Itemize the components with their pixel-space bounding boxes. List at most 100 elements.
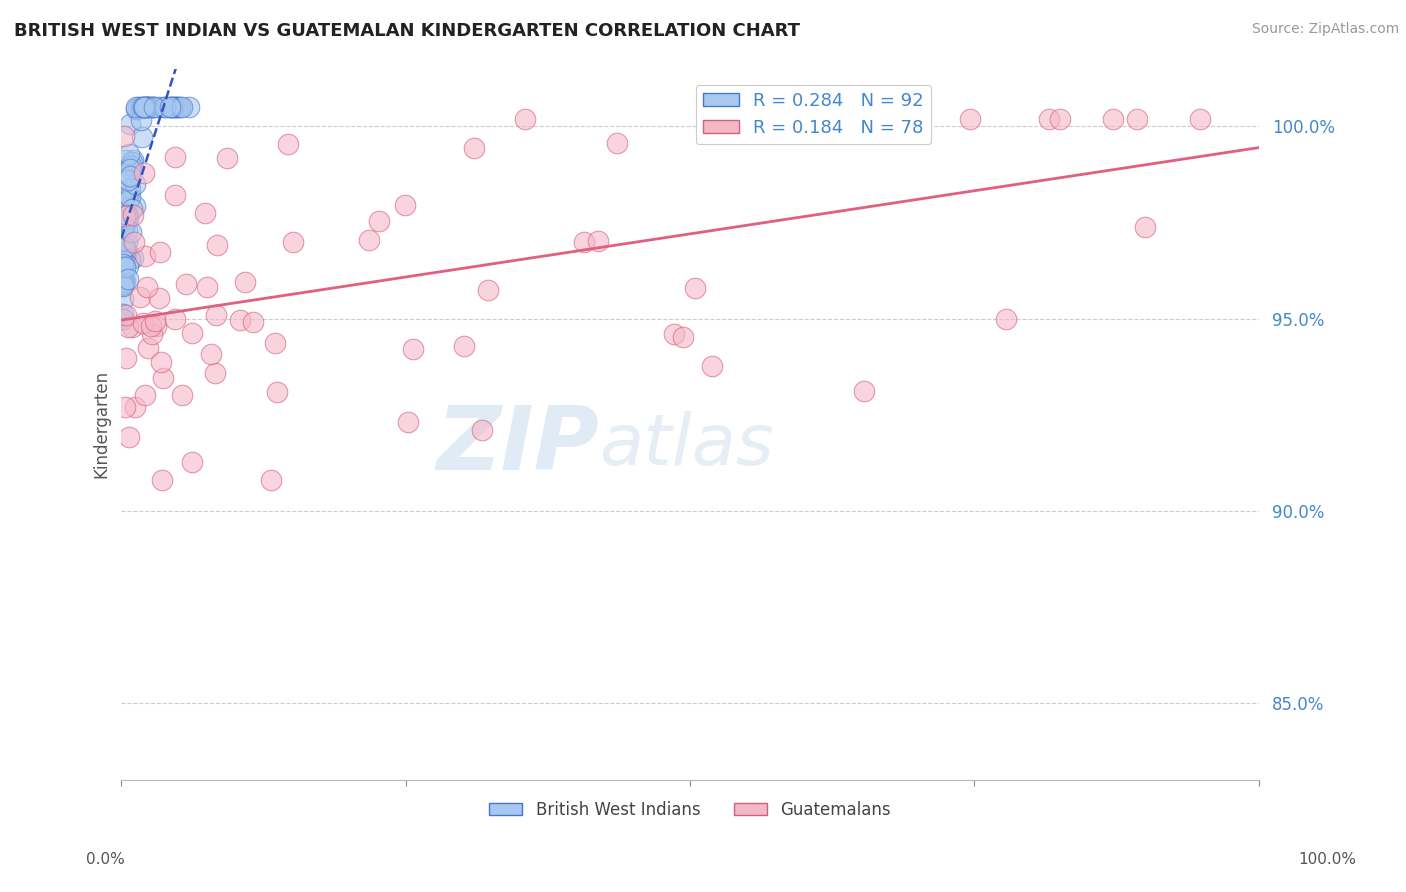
Point xyxy=(165,149,187,163)
Point xyxy=(163,187,186,202)
Point xyxy=(204,367,226,381)
Point xyxy=(160,100,183,114)
Point xyxy=(115,308,138,322)
Point xyxy=(118,429,141,443)
Point xyxy=(1135,219,1157,234)
Point xyxy=(134,388,156,402)
Point xyxy=(111,272,134,286)
Point xyxy=(134,249,156,263)
Point xyxy=(160,100,183,114)
Point xyxy=(128,101,150,115)
Point xyxy=(114,240,136,254)
Point xyxy=(141,100,163,114)
Point xyxy=(217,151,239,165)
Point xyxy=(124,178,146,192)
Point xyxy=(117,173,139,187)
Point xyxy=(167,100,190,114)
Point xyxy=(124,400,146,414)
Point xyxy=(664,326,686,341)
Point xyxy=(135,100,157,114)
Point xyxy=(111,214,134,228)
Text: 0.0%: 0.0% xyxy=(86,852,125,867)
Point xyxy=(194,205,217,219)
Point xyxy=(153,100,176,114)
Point xyxy=(125,102,148,116)
Text: BRITISH WEST INDIAN VS GUATEMALAN KINDERGARTEN CORRELATION CHART: BRITISH WEST INDIAN VS GUATEMALAN KINDER… xyxy=(14,22,800,40)
Point xyxy=(143,314,166,328)
Point xyxy=(852,384,875,398)
Point xyxy=(114,218,136,232)
Point xyxy=(118,117,141,131)
Point xyxy=(586,234,609,248)
Point xyxy=(112,277,135,292)
Point xyxy=(121,320,143,334)
Point xyxy=(200,347,222,361)
Point xyxy=(148,291,170,305)
Point xyxy=(606,136,628,150)
Point xyxy=(115,351,138,365)
Point xyxy=(572,235,595,249)
Point xyxy=(159,100,181,114)
Point xyxy=(127,100,149,114)
Point xyxy=(115,235,138,249)
Text: Source: ZipAtlas.com: Source: ZipAtlas.com xyxy=(1251,22,1399,37)
Point xyxy=(804,112,827,126)
Point xyxy=(115,208,138,222)
Point xyxy=(134,100,156,114)
Point xyxy=(277,137,299,152)
Point xyxy=(117,211,139,226)
Point xyxy=(138,100,160,114)
Point xyxy=(1049,112,1071,126)
Point xyxy=(121,202,143,216)
Point xyxy=(114,213,136,227)
Point xyxy=(114,274,136,288)
Point xyxy=(114,260,136,274)
Point xyxy=(242,315,264,329)
Point xyxy=(172,100,194,114)
Point xyxy=(132,166,155,180)
Point xyxy=(477,284,499,298)
Point xyxy=(165,311,187,326)
Point xyxy=(150,473,173,487)
Point xyxy=(129,290,152,304)
Point xyxy=(121,154,143,169)
Point xyxy=(111,258,134,272)
Point xyxy=(228,312,250,326)
Point xyxy=(124,199,146,213)
Point xyxy=(115,245,138,260)
Point xyxy=(114,246,136,260)
Point xyxy=(111,219,134,234)
Point xyxy=(396,415,419,429)
Point xyxy=(170,387,193,401)
Point xyxy=(111,271,134,285)
Point xyxy=(195,279,218,293)
Point xyxy=(122,153,145,168)
Point xyxy=(357,233,380,247)
Point xyxy=(159,100,181,114)
Point xyxy=(515,112,537,126)
Point xyxy=(141,326,163,341)
Point xyxy=(683,280,706,294)
Point xyxy=(141,319,163,334)
Point xyxy=(1038,112,1060,126)
Point xyxy=(118,181,141,195)
Point xyxy=(163,100,186,114)
Point xyxy=(120,225,142,239)
Point xyxy=(142,100,165,114)
Point xyxy=(129,100,152,114)
Point xyxy=(114,401,136,415)
Point xyxy=(205,238,228,252)
Point xyxy=(181,455,204,469)
Point xyxy=(145,318,167,333)
Text: ZIP: ZIP xyxy=(436,402,599,490)
Point xyxy=(402,342,425,356)
Point xyxy=(117,147,139,161)
Point xyxy=(453,338,475,352)
Point xyxy=(111,277,134,292)
Point xyxy=(1102,112,1125,126)
Point xyxy=(117,189,139,203)
Point xyxy=(180,326,202,340)
Point xyxy=(114,209,136,223)
Point xyxy=(117,319,139,334)
Point xyxy=(131,129,153,144)
